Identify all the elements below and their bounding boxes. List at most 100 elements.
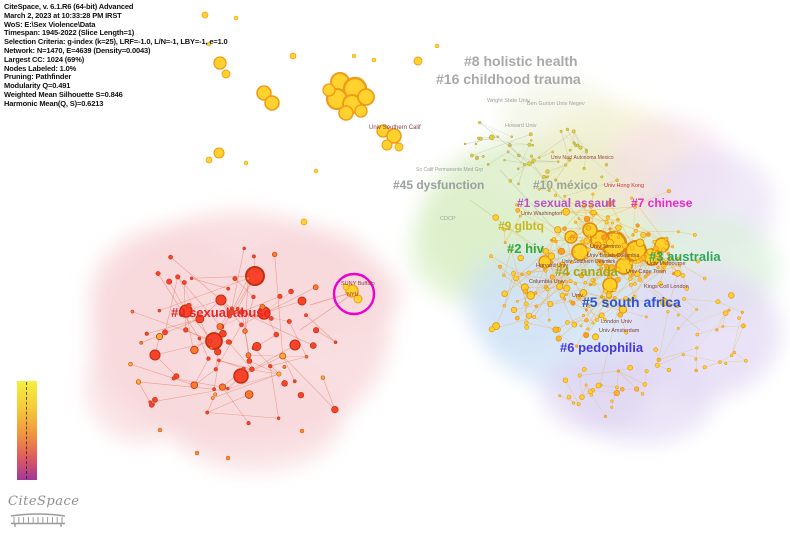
node[interactable]: [190, 381, 199, 389]
node[interactable]: [554, 193, 558, 197]
node[interactable]: [542, 174, 547, 179]
node[interactable]: [573, 282, 577, 286]
node[interactable]: [595, 382, 602, 389]
node[interactable]: [615, 276, 621, 283]
node[interactable]: [581, 366, 587, 372]
node[interactable]: [183, 327, 189, 333]
node[interactable]: [567, 272, 571, 276]
node[interactable]: [549, 260, 554, 265]
node[interactable]: [583, 237, 591, 245]
node[interactable]: [206, 41, 212, 47]
node[interactable]: [498, 264, 502, 269]
node[interactable]: [281, 380, 288, 387]
node-label[interactable]: Harvard Univ: [536, 263, 568, 269]
node[interactable]: [628, 276, 633, 281]
node[interactable]: [474, 155, 479, 161]
node[interactable]: [534, 304, 538, 308]
node[interactable]: [566, 394, 572, 400]
node[interactable]: [217, 358, 221, 363]
node[interactable]: [590, 278, 595, 283]
node[interactable]: [233, 368, 249, 384]
node[interactable]: [556, 282, 564, 290]
node[interactable]: [654, 362, 660, 368]
node-label[interactable]: Univ Southern Denmark: [562, 259, 616, 265]
node[interactable]: [510, 135, 514, 139]
node[interactable]: [522, 162, 527, 167]
node[interactable]: [496, 135, 500, 139]
node[interactable]: [635, 223, 640, 228]
node[interactable]: [702, 276, 707, 281]
node[interactable]: [213, 147, 225, 159]
node[interactable]: [526, 270, 532, 276]
node[interactable]: [232, 276, 238, 282]
node[interactable]: [599, 260, 604, 265]
node[interactable]: [606, 216, 610, 220]
node[interactable]: [592, 213, 596, 217]
node[interactable]: [251, 294, 256, 300]
cluster-label[interactable]: #10 méxico: [533, 178, 598, 192]
node[interactable]: [246, 421, 251, 426]
node[interactable]: [309, 342, 317, 349]
node[interactable]: [276, 371, 282, 377]
node[interactable]: [338, 105, 354, 121]
node[interactable]: [552, 326, 559, 333]
node[interactable]: [579, 289, 588, 297]
cluster-label[interactable]: #1 sexual assault: [517, 196, 616, 210]
node[interactable]: [656, 265, 660, 270]
node[interactable]: [503, 241, 507, 245]
node[interactable]: [671, 272, 676, 276]
node[interactable]: [506, 150, 510, 154]
node[interactable]: [156, 333, 164, 341]
node[interactable]: [604, 300, 608, 304]
node[interactable]: [171, 376, 176, 381]
node[interactable]: [586, 247, 591, 252]
node-label[interactable]: SUNY Buffalo: [341, 281, 375, 287]
node[interactable]: [242, 246, 246, 251]
node[interactable]: [567, 157, 572, 162]
node[interactable]: [610, 399, 614, 403]
node[interactable]: [531, 158, 536, 163]
node[interactable]: [219, 329, 227, 338]
node[interactable]: [588, 203, 594, 209]
highlight-ring[interactable]: [332, 272, 376, 316]
node[interactable]: [680, 273, 686, 278]
node[interactable]: [489, 254, 493, 259]
node[interactable]: [610, 405, 614, 409]
node[interactable]: [155, 271, 161, 276]
node[interactable]: [241, 366, 246, 371]
node[interactable]: [660, 268, 665, 273]
node[interactable]: [226, 386, 230, 391]
node-label[interactable]: CDCP: [440, 216, 456, 222]
node[interactable]: [604, 220, 609, 225]
node[interactable]: [212, 387, 217, 392]
node[interactable]: [630, 273, 634, 277]
node[interactable]: [205, 332, 223, 350]
node[interactable]: [695, 308, 699, 312]
node[interactable]: [629, 245, 635, 251]
node[interactable]: [558, 394, 562, 398]
node[interactable]: [607, 291, 611, 295]
node[interactable]: [732, 350, 737, 355]
node[interactable]: [524, 320, 529, 326]
node[interactable]: [545, 287, 550, 292]
node[interactable]: [740, 323, 745, 328]
node[interactable]: [564, 163, 568, 167]
node[interactable]: [576, 143, 580, 147]
node[interactable]: [513, 275, 519, 282]
node[interactable]: [527, 142, 532, 147]
node[interactable]: [502, 273, 506, 277]
node[interactable]: [206, 356, 211, 361]
cluster-label[interactable]: #9 glbtq: [498, 219, 544, 233]
node[interactable]: [481, 154, 485, 158]
node[interactable]: [676, 313, 680, 317]
node[interactable]: [557, 247, 566, 255]
node[interactable]: [684, 286, 689, 291]
node[interactable]: [312, 284, 319, 291]
node[interactable]: [246, 358, 253, 364]
node-label[interactable]: Univ: [572, 293, 583, 299]
node[interactable]: [322, 83, 336, 97]
node[interactable]: [524, 324, 530, 330]
node[interactable]: [478, 120, 482, 125]
node[interactable]: [197, 336, 202, 341]
node[interactable]: [586, 327, 590, 331]
